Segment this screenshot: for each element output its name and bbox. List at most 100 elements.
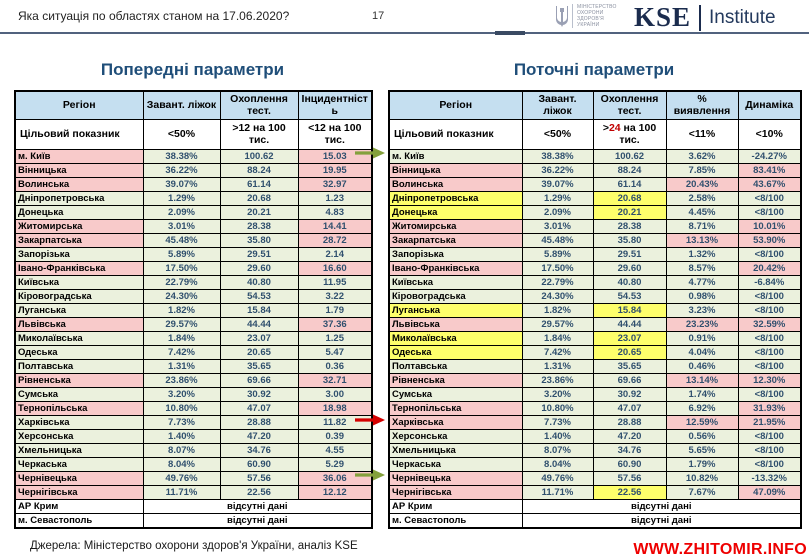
region-row: Львівська 29.57% 44.44 37.36 xyxy=(14,317,373,332)
value-cell: 11.71% xyxy=(142,485,221,500)
value-cell: 28.38 xyxy=(592,219,667,234)
value-cell: 28.88 xyxy=(592,415,667,430)
region-row: Вінницька 36.22% 88.24 7.85% 83.41% xyxy=(388,163,802,178)
value-cell: <8/100 xyxy=(737,345,802,360)
value-cell: 7.67% xyxy=(665,485,739,500)
trend-arrow-chernivtsi-icon xyxy=(355,469,385,481)
target-value: <10% xyxy=(737,119,802,150)
region-cell: Запорізька xyxy=(14,247,144,262)
value-cell: 8.07% xyxy=(521,443,594,458)
column-header: Завант. ліжок xyxy=(521,90,594,120)
value-cell: 29.51 xyxy=(592,247,667,262)
value-cell: 1.25 xyxy=(297,331,373,346)
previous-table-body: Регіон Завант. ліжок Охоплення тест. Інциде… xyxy=(14,90,373,529)
value-cell: 20.65 xyxy=(219,345,299,360)
value-cell: 34.76 xyxy=(592,443,667,458)
value-cell: 11.95 xyxy=(297,275,373,290)
value-cell: 28.38 xyxy=(219,219,299,234)
value-cell: 23.07 xyxy=(219,331,299,346)
value-cell: 5.89% xyxy=(521,247,594,262)
region-cell: Одеська xyxy=(14,345,144,360)
value-cell: 13.14% xyxy=(665,373,739,388)
target-value: <11% xyxy=(665,119,739,150)
value-cell: 38.38% xyxy=(142,149,221,164)
no-data-row: АР Крим відсутні дані xyxy=(388,499,802,514)
value-cell: 36.06 xyxy=(297,471,373,486)
value-cell: 45.48% xyxy=(521,233,594,248)
trident-icon xyxy=(556,6,568,27)
value-cell: 3.23% xyxy=(665,303,739,318)
region-cell: Сумська xyxy=(14,387,144,402)
value-cell: 0.91% xyxy=(665,331,739,346)
region-cell: Чернівецька xyxy=(14,471,144,486)
value-cell: 8.04% xyxy=(142,457,221,472)
value-cell: 2.09% xyxy=(521,205,594,220)
value-cell: 7.85% xyxy=(665,163,739,178)
region-cell: Рівненська xyxy=(14,373,144,388)
value-cell: 5.89% xyxy=(142,247,221,262)
column-header: Інцидентність xyxy=(297,90,373,120)
value-cell: 28.72 xyxy=(297,233,373,248)
ministry-logo-text: МІНІСТЕРСТВО ОХОРОНИ ЗДОРОВ'Я УКРАЇНИ xyxy=(572,4,617,28)
region-cell: Закарпатська xyxy=(388,233,523,248)
trend-arrow-kharkiv-icon xyxy=(355,414,385,426)
value-cell: 23.86% xyxy=(521,373,594,388)
value-cell: 1.79% xyxy=(665,457,739,472)
no-data-cell: відсутні дані xyxy=(142,513,373,529)
value-cell: 15.03 xyxy=(297,149,373,164)
region-row: Волинська 39.07% 61.14 32.97 xyxy=(14,177,373,192)
value-cell: 57.56 xyxy=(219,471,299,486)
value-cell: 10.80% xyxy=(142,401,221,416)
value-cell: 35.80 xyxy=(219,233,299,248)
target-value: <12 на 100 тис. xyxy=(297,119,373,150)
kse-institute-label: Institute xyxy=(709,6,776,28)
value-cell: 0.98% xyxy=(665,289,739,304)
value-cell: <8/100 xyxy=(737,359,802,374)
value-cell: 11.71% xyxy=(521,485,594,500)
region-row: Дніпропетровська 1.29% 20.68 1.23 xyxy=(14,191,373,206)
value-cell: 20.65 xyxy=(592,345,667,360)
value-cell: 20.21 xyxy=(219,205,299,220)
value-cell: 1.82% xyxy=(521,303,594,318)
region-cell: Тернопільська xyxy=(14,401,144,416)
value-cell: 4.04% xyxy=(665,345,739,360)
value-cell: 2.09% xyxy=(142,205,221,220)
value-cell: 1.40% xyxy=(142,429,221,444)
region-cell: Дніпропетровська xyxy=(388,191,523,206)
value-cell: <8/100 xyxy=(737,429,802,444)
value-cell: 2.14 xyxy=(297,247,373,262)
column-header: Динаміка xyxy=(737,90,802,120)
value-cell: 7.42% xyxy=(521,345,594,360)
region-row: Одеська 7.42% 20.65 4.04% <8/100 xyxy=(388,345,802,360)
region-row: Запорізька 5.89% 29.51 1.32% <8/100 xyxy=(388,247,802,262)
value-cell: 22.56 xyxy=(219,485,299,500)
region-row: Чернігівська 11.71% 22.56 12.12 xyxy=(14,485,373,500)
kse-logo-separator xyxy=(699,4,702,31)
value-cell: 24.30% xyxy=(521,289,594,304)
region-cell: Харківська xyxy=(14,415,144,430)
region-cell: Київська xyxy=(14,275,144,290)
region-cell: Полтавська xyxy=(14,359,144,374)
column-header: Регіон xyxy=(14,90,144,120)
region-cell: Житомирська xyxy=(14,219,144,234)
value-cell: 35.80 xyxy=(592,233,667,248)
region-row: Черкаська 8.04% 60.90 5.29 xyxy=(14,457,373,472)
region-cell: Вінницька xyxy=(388,163,523,178)
current-parameters-table: Регіон Завант. ліжок Охоплення тест.% вияв… xyxy=(388,90,802,529)
value-cell: 6.92% xyxy=(665,401,739,416)
value-cell: 47.20 xyxy=(592,429,667,444)
value-cell: 69.66 xyxy=(592,373,667,388)
value-cell: 34.76 xyxy=(219,443,299,458)
value-cell: 8.07% xyxy=(142,443,221,458)
value-cell: 100.62 xyxy=(592,149,667,164)
ministry-logo: МІНІСТЕРСТВО ОХОРОНИ ЗДОРОВ'Я УКРАЇНИ xyxy=(556,4,617,28)
region-cell: Житомирська xyxy=(388,219,523,234)
value-cell: 4.77% xyxy=(665,275,739,290)
region-row: Тернопільська 10.80% 47.07 18.98 xyxy=(14,401,373,416)
region-cell: Донецька xyxy=(14,205,144,220)
value-cell: 53.90% xyxy=(737,233,802,248)
value-cell: 23.86% xyxy=(142,373,221,388)
value-cell: 0.56% xyxy=(665,429,739,444)
value-cell: 35.65 xyxy=(219,359,299,374)
value-cell: 3.20% xyxy=(521,387,594,402)
